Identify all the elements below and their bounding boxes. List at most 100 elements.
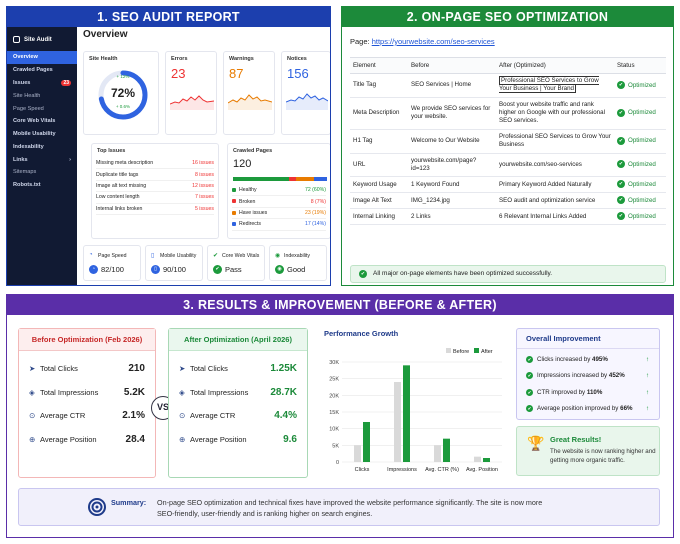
- table-cell: Professional SEO Services to Grow Your B…: [496, 73, 614, 98]
- health-donut: [98, 70, 148, 120]
- sidebar-item-indexability[interactable]: Indexability: [7, 140, 77, 153]
- great-title: Great Results!: [550, 435, 602, 444]
- status-badge: Optimized: [617, 197, 656, 204]
- table-cell: Title Tag: [350, 73, 408, 98]
- cell-text: Welcome to Our Website: [411, 136, 480, 144]
- overall-improvement-card: Overall Improvement Clicks increased by …: [516, 328, 660, 420]
- legend-label: Before: [453, 349, 469, 355]
- table-cell: Optimized: [614, 192, 666, 210]
- mobile-icon: ▯: [151, 265, 160, 274]
- sidebar-item-core-web-vitals[interactable]: Core Web Vitals: [7, 115, 77, 128]
- table-cell: 2 Links: [408, 208, 496, 226]
- status-badge: Optimized: [617, 161, 656, 168]
- table-cell: We provide SEO services for your website…: [408, 97, 496, 130]
- table-cell: Image Alt Text: [350, 192, 408, 210]
- bar-before: [434, 445, 441, 462]
- column-header: After (Optimized): [496, 57, 614, 74]
- table-row: Internal Linking 2 Links 6 Relevant Intern…: [350, 208, 666, 226]
- overall-rows: Clicks increased by 495% ↑ Impressions inc…: [517, 349, 659, 417]
- status-badge: Optimized: [617, 109, 656, 116]
- notices-sparkline: [286, 93, 328, 110]
- table-cell: Meta Description: [350, 97, 408, 130]
- success-note: All major on-page elements have been opt…: [350, 265, 666, 283]
- sidebar-item-sitemaps[interactable]: Sitemaps: [7, 166, 77, 179]
- bar-after: [363, 422, 370, 462]
- improvement-value: 495%: [592, 355, 608, 363]
- sidebar-item-links[interactable]: Links ›: [7, 153, 77, 166]
- sidebar-item-site-health[interactable]: Site Health: [7, 89, 77, 102]
- sidebar-item-mobile-usability[interactable]: Mobile Usability: [7, 128, 77, 141]
- great-results-card: 🏆 Great Results! The website is now rank…: [516, 426, 660, 476]
- table-cell: Optimized: [614, 97, 666, 130]
- cell-text: Professional SEO Services to Grow Your B…: [499, 76, 599, 94]
- card-label: Warnings: [229, 56, 254, 62]
- legend-label: After: [481, 349, 493, 355]
- chevron-icon: ›: [69, 156, 71, 163]
- arrow-up-icon: ↑: [645, 405, 649, 413]
- legend-value: 72 (60%): [304, 187, 326, 194]
- sidebar-item-label: Links: [13, 156, 28, 163]
- metric-label: ◈ Total Impressions: [179, 388, 248, 397]
- logo-icon: [13, 36, 20, 43]
- after-title: After Optimization (April 2026): [169, 329, 307, 351]
- status-badge: Optimized: [617, 181, 656, 188]
- improvement-text: Impressions increased by 452%: [526, 372, 625, 379]
- card-label: Top Issues: [97, 148, 126, 154]
- legend-label: Broken: [232, 199, 255, 205]
- status-badge: Optimized: [617, 82, 656, 89]
- metric-icon: ◈: [179, 387, 185, 397]
- y-tick-label: 25K: [329, 377, 339, 383]
- sidebar-item-page-speed[interactable]: Page Speed: [7, 102, 77, 115]
- sidebar-item-issues[interactable]: Issues 23: [7, 77, 77, 90]
- metric-value: 28.7K: [270, 386, 297, 398]
- sidebar: Site Audit Overview Crawled Pages Issues 23…: [7, 27, 77, 285]
- issues-count-badge: 23: [61, 79, 71, 86]
- metric-row: ⊙ Average CTR 4.4%: [169, 404, 307, 428]
- metric-value: 90/100: [163, 265, 186, 274]
- target-icon: [88, 498, 106, 516]
- metric-value: 5.2K: [123, 386, 145, 398]
- crawled-value: 120: [233, 158, 252, 170]
- improvement-value: 110%: [586, 388, 603, 396]
- metric-name: Total Clicks: [40, 364, 78, 374]
- before-card: Before Optimization (Feb 2026) ➤ Total Cl…: [18, 328, 156, 478]
- sidebar-item-overview[interactable]: Overview: [7, 51, 77, 64]
- table-cell: URL: [350, 153, 408, 178]
- issue-count: 16 issues: [192, 160, 214, 167]
- sidebar-item-robots-txt[interactable]: Robots.txt: [7, 179, 77, 192]
- table-row: Image Alt Text IMG_1234.jpg SEO audit and …: [350, 192, 666, 210]
- cell-text: URL: [353, 160, 366, 168]
- speed-icon: ◔: [89, 252, 93, 258]
- metric-label: ➤ Total Clicks: [29, 364, 78, 373]
- table-row: URL yourwebsite.com/page?id=123 yourwebsit…: [350, 153, 666, 178]
- table-row: Low content length 7 issues: [96, 192, 214, 204]
- status-badge: Optimized: [617, 137, 656, 144]
- metric-label: Core Web Vitals: [222, 253, 260, 259]
- cell-text: yourwebsite.com/seo-services: [499, 160, 582, 168]
- issues-list: Missing meta description 16 issues Duplica…: [96, 158, 214, 215]
- metric-icon: ➤: [179, 364, 186, 374]
- issue-name: Duplicate title tags: [96, 171, 139, 178]
- table-row: H1 Tag Welcome to Our Website Professional…: [350, 129, 666, 154]
- crawled-bar-segment: [295, 177, 314, 181]
- page-url-line: Page: https://yourwebsite.com/seo-servic…: [350, 37, 495, 46]
- onpage-seo-panel: 2. ON-PAGE SEO OPTIMIZATION Page: https:…: [341, 6, 674, 286]
- metric-label: ➤ Total Clicks: [179, 364, 228, 373]
- cell-text: H1 Tag: [353, 136, 373, 144]
- table-cell: Professional SEO Services to Grow Your B…: [496, 129, 614, 154]
- sidebar-item-label: Overview: [13, 54, 38, 61]
- card-label: Notices: [287, 56, 307, 62]
- chart-title: Performance Growth: [324, 329, 399, 338]
- cell-text: yourwebsite.com/page?id=123: [411, 156, 477, 172]
- before-title: Before Optimization (Feb 2026): [19, 329, 155, 351]
- sidebar-item-label: Crawled Pages: [13, 67, 53, 74]
- sidebar-item-crawled-pages[interactable]: Crawled Pages: [7, 64, 77, 77]
- crawled-legend: Healthy 72 (60%) Broken 8 (7%) Have issues 23…: [232, 185, 326, 231]
- top-issues-card: Top Issues Missing meta description 16 is…: [91, 143, 219, 239]
- sidebar-nav: Overview Crawled Pages Issues 23 Site Health…: [7, 51, 77, 192]
- cell-text: IMG_1234.jpg: [411, 196, 450, 204]
- page-url-link[interactable]: https://yourwebsite.com/seo-services: [371, 37, 495, 46]
- improvement-label: Clicks increased by: [537, 355, 593, 363]
- cell-text: Professional SEO Services to Grow Your B…: [499, 132, 611, 149]
- column-header: Element: [350, 57, 408, 74]
